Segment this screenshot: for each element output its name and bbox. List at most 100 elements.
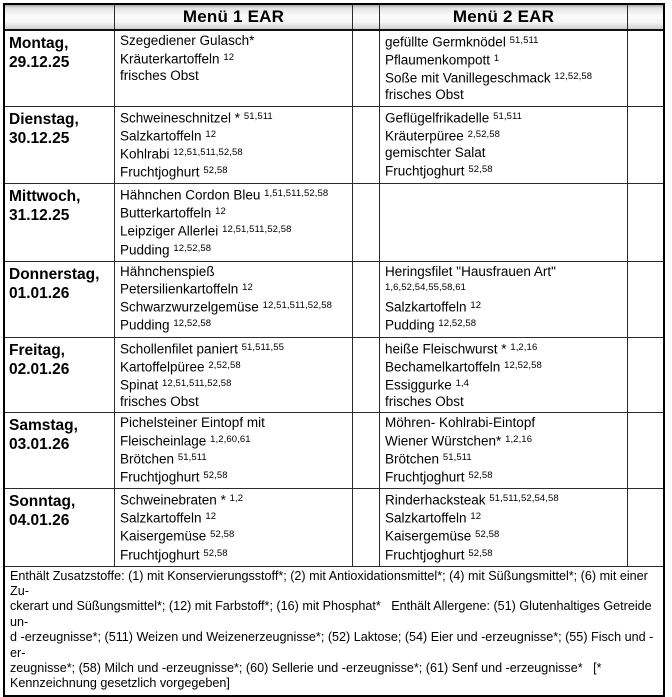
menu-item-text: heiße Fleischwurst * [385, 341, 507, 356]
menu1-cell: Szegediener Gulasch* Kräuterkartoffeln 12… [115, 31, 353, 106]
legend-line: d -erzeugnisse*; (511) Weizen und Weizen… [10, 630, 654, 660]
menu-item-text: Essiggurke [385, 377, 452, 393]
menu-item: Kräuterpüree 2,52,58 [385, 127, 624, 145]
menu-item-codes: 12 [205, 128, 217, 140]
menu-item-text: Fruchtjoghurt [120, 469, 200, 485]
legend-footer: Enthält Zusatzstoffe: (1) mit Konservier… [5, 567, 663, 695]
menu-item-text: Brötchen [385, 451, 440, 467]
gap-cell-right [628, 337, 663, 413]
day-cell: Freitag, 02.01.26 [5, 337, 115, 413]
day-name: Sonntag, [9, 493, 76, 511]
menu-item-codes: 12 [470, 300, 482, 312]
legend-line: Kennzeichnung gesetzlich vorgegeben] [10, 676, 230, 691]
gap-cell-right [628, 106, 663, 184]
menu-item-codes: 51,511,55 [241, 341, 285, 353]
day-date: 03.01.26 [9, 436, 70, 454]
menu-item: Salzkartoffeln 12 [120, 127, 349, 145]
day-row: Sonntag, 04.01.26 Schweinebraten * 1,2 Sa… [5, 489, 663, 567]
day-cell: Sonntag, 04.01.26 [5, 489, 115, 566]
menu-item-text: frisches Obst [120, 67, 199, 83]
menu-item: frisches Obst [120, 68, 349, 85]
menu-item-codes: 51,511 [442, 452, 472, 464]
legend-line: zeugnisse*; (58) Milch und -erzeugnisse*… [10, 661, 602, 676]
day-row: Samstag, 03.01.26 Pichelsteiner Eintopf … [5, 413, 663, 490]
menu2-cell [380, 184, 628, 261]
menu-item-text: Fruchtjoghurt [385, 469, 465, 485]
menu-item: Pichelsteiner Eintopf mit [120, 415, 349, 432]
menu-item-codes: 52,58 [203, 165, 228, 177]
menu-item: Brötchen 51,511 [385, 450, 624, 468]
menu-plan-page: Menü 1 EAR Menü 2 EAR Montag, 29.12.25 S… [3, 3, 665, 697]
legend-line: ckerart und Süßungsmittel*; (12) mit Far… [10, 599, 656, 629]
menu-item: Rinderhacksteak 51,511,52,54,58 [385, 491, 624, 509]
menu-item: Kaisergemüse 52,58 [385, 527, 624, 545]
gap-cell-middle [353, 337, 380, 413]
header-day-cell [5, 5, 115, 29]
menu-item-codes: 52,58 [468, 470, 493, 482]
menu-item: 1,6,52,54,55,58,61 [385, 280, 624, 298]
menu2-header-label: Menü 2 EAR [452, 7, 555, 26]
gap-cell-middle [353, 106, 380, 184]
menu-item-codes: 1 [493, 53, 500, 65]
menu-item: Spinat 12,51,511,52,58 [120, 376, 349, 394]
menu-item-text: Kaisergemüse [385, 528, 472, 544]
menu-item-codes: 12,52,58 [504, 359, 542, 371]
gap-cell-middle [353, 184, 380, 261]
menu-item-codes: 12,52,58 [554, 71, 593, 83]
menu-item-text: Heringsfilet "Hausfrauen Art" [385, 263, 556, 279]
day-name: Samstag, [9, 417, 78, 435]
menu-item-codes: 2,52,58 [467, 128, 500, 140]
menu-item-codes: 1,2,16 [510, 341, 538, 353]
menu-item-text: Kartoffelpüree [120, 359, 205, 375]
menu-item-codes: 51,511 [493, 110, 523, 122]
menu-item-codes: 1,51,511,52,58 [264, 188, 329, 200]
menu-item: Fruchtjoghurt 52,58 [385, 546, 624, 564]
menu-item: Fruchtjoghurt 52,58 [120, 546, 349, 564]
menu-item-text: Geflügelfrikadelle [385, 110, 490, 126]
menu-item-text: Kohlrabi [120, 146, 170, 162]
menu-item-text: Pudding [385, 317, 435, 333]
day-date: 02.01.26 [9, 360, 70, 378]
menu-item-text: Schollenfilet paniert [120, 341, 238, 356]
gap-cell-middle [353, 261, 380, 337]
day-date: 30.12.25 [9, 129, 70, 147]
menu-item-text: Rinderhacksteak [385, 492, 486, 508]
menu-item-codes: 1,2 [229, 493, 244, 505]
menu-item-text: Soße mit Vanillegeschmack [385, 70, 551, 86]
menu-item-codes: 12 [470, 511, 482, 523]
menu-item: Hähnchenspieß [120, 264, 349, 281]
gap-cell-middle [353, 489, 380, 566]
menu-item: Petersilienkartoffeln 12 [120, 280, 349, 298]
menu1-cell: Schweineschnitzel * 51,511 Salzkartoffeln… [115, 106, 353, 184]
day-cell: Dienstag, 30.12.25 [5, 106, 115, 184]
day-row: Donnerstag, 01.01.26 Hähnchenspieß Peters… [5, 261, 663, 338]
menu-item-text: Fleischeinlage [120, 433, 207, 449]
menu-item-codes: 12,51,511,52,58 [162, 377, 232, 389]
menu-item: Hähnchen Cordon Bleu 1,51,511,52,58 [120, 186, 349, 204]
day-cell: Donnerstag, 01.01.26 [5, 261, 115, 337]
menu-item: Heringsfilet "Hausfrauen Art" [385, 264, 624, 281]
menu-item-text: Fruchtjoghurt [385, 163, 465, 179]
gap-cell-middle [353, 413, 380, 489]
day-name: Freitag, [9, 341, 65, 359]
menu1-cell: Schweinebraten * 1,2 Salzkartoffeln 12 Kai… [115, 489, 353, 566]
menu2-cell: Rinderhacksteak 51,511,52,54,58 Salzkarto… [380, 489, 628, 566]
menu-item-codes: 52,58 [468, 163, 493, 175]
menu-item-text: Kräuterkartoffeln [120, 51, 220, 67]
menu-item-text: Leipziger Allerlei [120, 223, 219, 239]
menu-item: Kaisergemüse 52,58 [120, 527, 349, 545]
menu-item-text: Kaisergemüse [120, 528, 207, 544]
menu-item-codes: 52,58 [203, 547, 228, 559]
legend-line: Enthält Zusatzstoffe: (1) mit Konservier… [10, 568, 652, 599]
menu-item-codes: 12 [215, 206, 226, 218]
menu-item-codes: 1,6,52,54,55,58,61 [385, 282, 467, 294]
menu-item-text: Kräuterpüree [385, 128, 464, 144]
day-date: 04.01.26 [9, 512, 70, 530]
menu-item: Kräuterkartoffeln 12 [120, 50, 349, 68]
menu-item-text: Fruchtjoghurt [120, 164, 200, 180]
header-gap1-cell [353, 5, 380, 29]
menu-item-codes: 12,51,511,52,58 [173, 147, 243, 159]
menu-item-text: gefüllte Germknödel [385, 34, 506, 50]
menu-item: Pudding 12,52,58 [120, 241, 349, 259]
menu-item-codes: 1,2,16 [505, 433, 533, 445]
